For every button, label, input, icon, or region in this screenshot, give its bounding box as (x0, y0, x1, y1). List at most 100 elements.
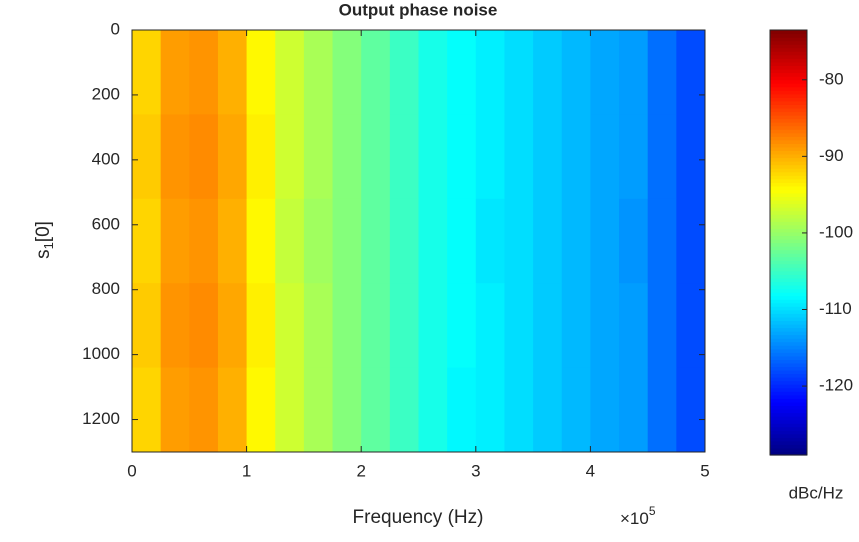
heatmap-cell (533, 30, 563, 115)
heatmap-cell (389, 30, 419, 115)
heatmap-cell (475, 114, 505, 200)
colorbar-segment (770, 249, 807, 254)
colorbar-segment (770, 242, 807, 247)
colorbar-segment (770, 33, 807, 38)
heatmap-cell (561, 367, 591, 453)
colorbar-segment (770, 394, 807, 399)
heatmap-cell (504, 367, 534, 453)
colorbar-segment (770, 44, 807, 49)
heatmap-cell (303, 198, 334, 284)
heatmap-cell (246, 198, 276, 284)
colorbar-segment (770, 433, 807, 438)
colorbar-segment (770, 323, 807, 329)
colorbar-segment (770, 125, 807, 130)
colorbar-segment (770, 426, 807, 431)
x-tick-label: 0 (127, 461, 136, 480)
colorbar-segment (770, 68, 807, 74)
heatmap-cell (246, 367, 276, 453)
colorbar-segment (770, 83, 807, 88)
heatmap-cell (447, 30, 477, 115)
heatmap-cell (361, 283, 391, 369)
colorbar-segment (770, 341, 807, 346)
colorbar-segment (770, 214, 807, 219)
colorbar-segment (770, 263, 807, 268)
heatmap-cell (332, 198, 362, 284)
colorbar-segment (770, 292, 807, 297)
heatmap-cell (647, 114, 677, 200)
colorbar-segment (770, 228, 807, 233)
colorbar-segment (770, 253, 807, 258)
heatmap-cell (361, 114, 391, 200)
heatmap-cell (217, 30, 248, 115)
colorbar-segment (770, 143, 807, 148)
heatmap-cell (132, 30, 162, 115)
colorbar-segment (770, 76, 807, 81)
colorbar-segment (770, 309, 807, 314)
heatmap-cell (361, 198, 391, 284)
heatmap-cell (619, 283, 649, 369)
colorbar-segment (770, 370, 807, 375)
heatmap-cell (533, 114, 563, 200)
x-multiplier: ×105 (620, 504, 656, 528)
heatmap-cell (504, 283, 534, 369)
colorbar-segment (770, 200, 807, 205)
colorbar-segment (770, 150, 807, 155)
heatmap-cell (189, 198, 219, 284)
y-label-base: s (33, 249, 54, 259)
y-tick-label: 200 (92, 84, 120, 103)
colorbar-segment (770, 288, 807, 293)
heatmap-cell (590, 30, 620, 115)
colorbar-segment (770, 277, 807, 283)
heatmap-cell (533, 283, 563, 369)
x-tick-label: 3 (471, 461, 480, 480)
heatmap-cell (332, 30, 362, 115)
colorbar-segment (770, 306, 807, 311)
heatmap-cell (303, 367, 334, 453)
colorbar-segment (770, 115, 807, 120)
heatmap-cell (132, 283, 162, 369)
colorbar-segment (770, 430, 807, 435)
heatmap-cell (361, 367, 391, 453)
heatmap-cell (160, 283, 190, 369)
heatmap-cell (332, 114, 362, 200)
heatmap-cell (590, 283, 620, 369)
heatmap-cell (533, 198, 563, 284)
colorbar-label: dBc/Hz (789, 483, 844, 502)
colorbar-segment (770, 207, 807, 212)
heatmap-cell (132, 114, 162, 200)
colorbar-segment (770, 246, 807, 251)
colorbar-segment (770, 97, 807, 102)
heatmap-cell (303, 30, 334, 115)
heatmap-cell (418, 114, 448, 200)
colorbar-segment (770, 122, 807, 127)
colorbar-segment (770, 93, 807, 98)
heatmap-cell (647, 30, 677, 115)
heatmap-cell (303, 283, 334, 369)
colorbar-segment (770, 221, 807, 226)
colorbar-segment (770, 377, 807, 382)
colorbar-segment (770, 175, 807, 180)
colorbar-segment (770, 355, 807, 360)
heatmap-cell (447, 283, 477, 369)
heatmap-cell (619, 30, 649, 115)
colorbar-tick-label: -90 (819, 146, 844, 165)
heatmap-cell (475, 367, 505, 453)
heatmap-cell (189, 114, 219, 200)
colorbar-tick-label: -80 (819, 69, 844, 88)
heatmap-cell (160, 367, 190, 453)
heatmap-cell (590, 114, 620, 200)
colorbar-segment (770, 129, 807, 134)
colorbar-segment (770, 54, 807, 59)
colorbar-segment (770, 401, 807, 407)
colorbar-segment (770, 153, 807, 159)
colorbar-segment (770, 267, 807, 272)
heatmap-cell (418, 283, 448, 369)
colorbar-segment (770, 136, 807, 141)
colorbar-segment (770, 139, 807, 144)
colorbar-segment (770, 419, 807, 424)
heatmap-cell (676, 283, 706, 369)
colorbar-segment (770, 345, 807, 350)
x-tick-label: 1 (242, 461, 251, 480)
heatmap-cell (647, 283, 677, 369)
heatmap-cell (676, 30, 706, 115)
